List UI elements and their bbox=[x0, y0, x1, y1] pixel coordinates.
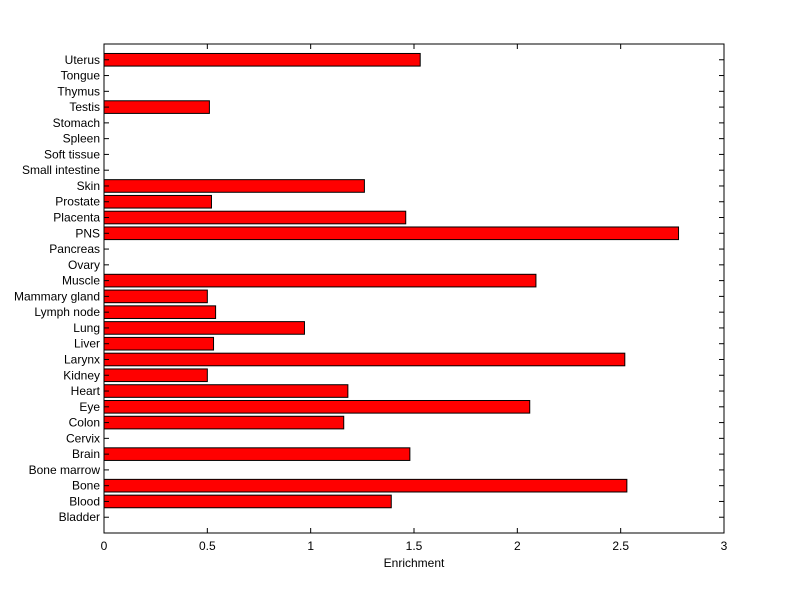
bar-skin bbox=[103, 179, 365, 193]
y-tick-label: Muscle bbox=[62, 274, 100, 288]
y-tick-label: Colon bbox=[69, 416, 100, 430]
y-tick-label: PNS bbox=[75, 226, 100, 240]
y-tick-label: Larynx bbox=[64, 352, 100, 366]
bar-placenta bbox=[103, 210, 407, 225]
y-tick-label: Heart bbox=[71, 384, 101, 398]
bar-lung bbox=[103, 321, 305, 335]
y-tick-label: Small intestine bbox=[22, 163, 100, 177]
x-tick-label: 0 bbox=[101, 539, 108, 553]
bar-heart bbox=[103, 384, 349, 398]
x-tick-label: 1.5 bbox=[406, 539, 423, 553]
bar-bone bbox=[103, 478, 628, 493]
y-tick-label: Bone marrow bbox=[29, 463, 101, 477]
y-tick-label: Brain bbox=[72, 447, 100, 461]
y-tick-label: Lung bbox=[73, 321, 100, 335]
bar-liver bbox=[103, 336, 215, 351]
y-tick-label: Placenta bbox=[53, 211, 100, 225]
y-tick-label: Uterus bbox=[65, 53, 100, 67]
y-tick-label: Eye bbox=[79, 400, 100, 414]
x-axis-label: Enrichment bbox=[384, 556, 445, 570]
y-tick-label: Soft tissue bbox=[44, 147, 100, 161]
bar-larynx bbox=[103, 352, 626, 367]
y-tick-label: Testis bbox=[69, 100, 100, 114]
bar-testis bbox=[103, 100, 210, 114]
x-tick-label: 2.5 bbox=[612, 539, 629, 553]
y-tick-label: Liver bbox=[74, 337, 100, 351]
y-tick-label: Pancreas bbox=[49, 242, 100, 256]
bar-colon bbox=[103, 415, 345, 430]
plot-area-frame bbox=[103, 43, 725, 534]
x-tick-label: 1 bbox=[307, 539, 314, 553]
bar-brain bbox=[103, 447, 411, 461]
y-tick-label: Thymus bbox=[57, 84, 100, 98]
y-tick-label: Kidney bbox=[63, 368, 100, 382]
bar-uterus bbox=[103, 52, 421, 67]
x-tick-label: 3 bbox=[721, 539, 728, 553]
y-tick-label: Stomach bbox=[53, 116, 100, 130]
y-tick-label: Skin bbox=[77, 179, 100, 193]
y-tick-label: Ovary bbox=[68, 258, 100, 272]
y-tick-label: Prostate bbox=[55, 195, 100, 209]
bar-prostate bbox=[103, 194, 212, 209]
bar-lymph-node bbox=[103, 305, 217, 319]
y-tick-label: Tongue bbox=[61, 69, 101, 83]
y-tick-label: Mammary gland bbox=[14, 289, 100, 303]
y-tick-label: Lymph node bbox=[34, 305, 100, 319]
y-tick-label: Blood bbox=[69, 494, 100, 508]
bar-kidney bbox=[103, 368, 208, 383]
x-tick-label: 2 bbox=[514, 539, 521, 553]
y-tick-label: Cervix bbox=[66, 431, 100, 445]
y-tick-label: Spleen bbox=[63, 132, 100, 146]
y-tick-label: Bone bbox=[72, 479, 100, 493]
x-tick-label: 0.5 bbox=[199, 539, 216, 553]
bar-blood bbox=[103, 494, 392, 509]
bar-muscle bbox=[103, 273, 537, 288]
y-tick-label: Bladder bbox=[59, 510, 100, 524]
bar-mammary-gland bbox=[103, 289, 208, 304]
bar-eye bbox=[103, 399, 531, 414]
bar-pns bbox=[103, 226, 680, 241]
